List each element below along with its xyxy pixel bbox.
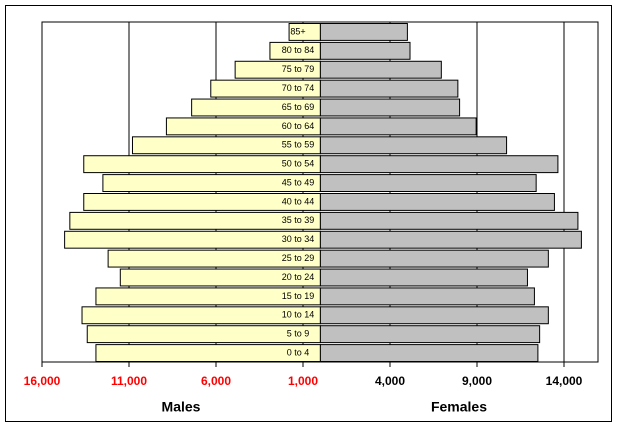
category-label: 80 to 84	[282, 45, 315, 55]
bar	[319, 23, 408, 41]
x-axis-title: Females	[431, 399, 487, 415]
category-label: 65 to 69	[282, 102, 315, 112]
bar	[319, 155, 559, 174]
category-label: 25 to 29	[282, 253, 315, 263]
plot-border	[41, 21, 599, 363]
category-label: 20 to 24	[282, 272, 315, 282]
bar	[319, 325, 541, 344]
category-label: 55 to 59	[282, 140, 315, 150]
category-label: 30 to 34	[282, 234, 315, 244]
bar	[319, 211, 579, 230]
bar	[319, 193, 555, 211]
bar	[319, 79, 459, 98]
category-label: 70 to 74	[282, 83, 315, 93]
category-label: 60 to 64	[282, 121, 315, 131]
bar	[319, 136, 508, 155]
category-label: 5 to 9	[287, 329, 310, 339]
category-label: 15 to 19	[282, 291, 315, 301]
bars	[64, 23, 582, 363]
category-label: 10 to 14	[282, 310, 315, 320]
bar	[319, 249, 549, 268]
category-label: 35 to 39	[282, 215, 315, 225]
x-tick-label: 6,000	[201, 374, 231, 388]
bar	[319, 41, 411, 60]
category-label: 50 to 54	[282, 159, 315, 169]
bar	[319, 287, 535, 306]
bar	[86, 325, 321, 344]
x-tick-label: 4,000	[375, 374, 405, 388]
bar	[319, 344, 539, 363]
category-label: 85+	[290, 26, 305, 36]
x-tick-label: 14,000	[546, 374, 583, 388]
x-axis-title: Males	[162, 399, 201, 415]
bar	[319, 268, 528, 287]
bar	[319, 60, 442, 79]
bar	[319, 230, 582, 249]
x-tick-label: 9,000	[462, 374, 492, 388]
category-label: 45 to 49	[282, 177, 315, 187]
bar	[319, 117, 477, 136]
bar	[319, 174, 537, 193]
category-label: 75 to 79	[282, 64, 315, 74]
bar	[319, 98, 461, 117]
x-tick-label: 1,000	[288, 374, 318, 388]
category-label: 40 to 44	[282, 196, 315, 206]
category-label: 0 to 4	[287, 347, 310, 357]
x-tick-label: 11,000	[111, 374, 147, 388]
x-tick-label: 16,000	[24, 374, 61, 388]
bar	[319, 306, 549, 325]
